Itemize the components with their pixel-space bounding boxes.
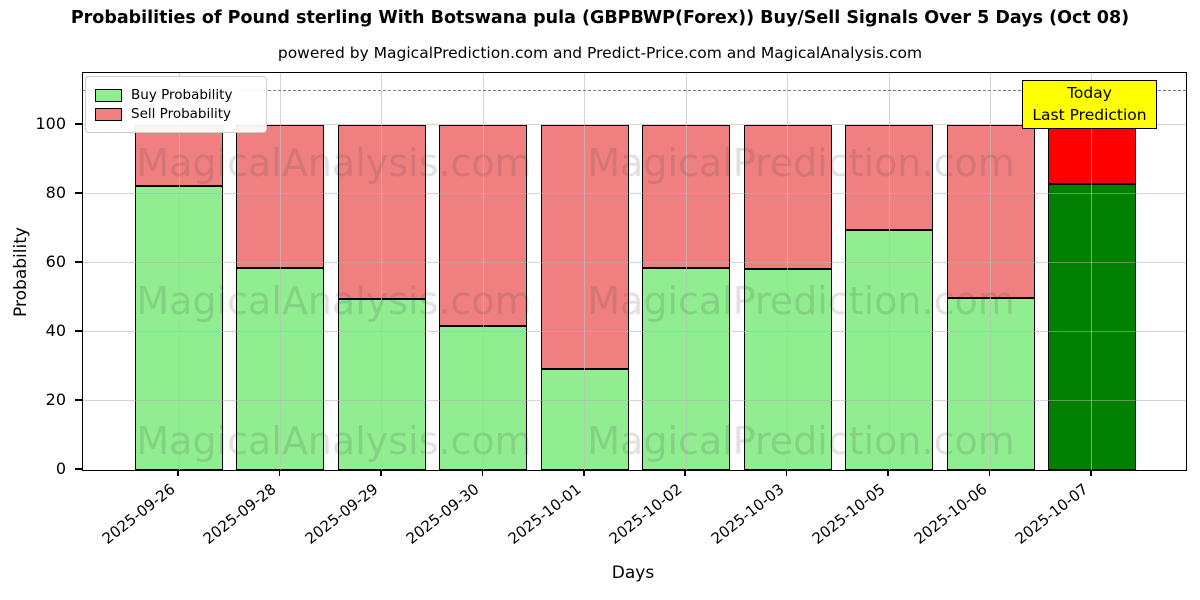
legend-label-buy: Buy Probability [131, 87, 233, 103]
grid-line-v [685, 73, 687, 470]
x-tick-mark [1090, 469, 1092, 476]
legend-item-sell: Sell Probability [95, 106, 257, 122]
x-tick-mark [177, 469, 179, 476]
x-tick-label: 2025-09-28 [200, 479, 280, 548]
today-annotation-line1: Today [1067, 83, 1112, 102]
x-tick-label: 2025-09-30 [403, 479, 483, 548]
grid-line-v [584, 73, 586, 470]
x-tick-mark [988, 469, 991, 476]
grid-line-h [83, 400, 1186, 402]
y-tick-label: 100 [35, 113, 66, 133]
grid-line-h [83, 262, 1186, 264]
grid-line-v [279, 73, 281, 470]
x-tick-mark [785, 469, 788, 476]
y-tick-mark [75, 122, 82, 125]
legend: Buy Probability Sell Probability [85, 76, 267, 133]
buy-swatch-icon [95, 88, 122, 102]
y-tick-mark [75, 399, 82, 401]
grid-line-v [1091, 73, 1093, 470]
today-annotation: Today Last Prediction [1022, 80, 1157, 129]
x-tick-label: 2025-10-06 [910, 479, 991, 548]
x-tick-label: 2025-10-05 [808, 479, 889, 548]
grid-line-v [381, 73, 383, 470]
x-tick-label: 2025-09-26 [98, 479, 179, 548]
y-tick-mark [75, 468, 82, 470]
sell-swatch-icon [95, 107, 122, 121]
y-tick-label: 80 [45, 182, 66, 202]
chart-subtitle: powered by MagicalPrediction.com and Pre… [277, 44, 923, 62]
x-tick-label: 2025-10-02 [605, 479, 686, 548]
grid-line-h [83, 193, 1186, 195]
grid-line-v [482, 73, 484, 470]
y-tick-label: 0 [55, 459, 66, 478]
y-tick-mark [75, 192, 82, 194]
x-tick-label: 2025-10-03 [707, 479, 788, 548]
x-tick-mark [380, 469, 382, 476]
x-tick-mark [481, 469, 484, 476]
x-tick-label: 2025-09-29 [301, 479, 382, 548]
today-annotation-line2: Last Prediction [1032, 105, 1147, 124]
y-axis-label: Probability [11, 227, 31, 317]
y-tick-label: 20 [45, 389, 66, 409]
chart-title: Probabilities of Pound sterling With Bot… [70, 8, 1130, 28]
legend-label-sell: Sell Probability [131, 106, 232, 122]
threshold-dashed-line [83, 90, 1186, 92]
y-tick-label: 60 [45, 251, 66, 271]
y-tick-mark [75, 330, 82, 332]
grid-line-h [83, 124, 1186, 126]
x-axis-label: Days [611, 563, 655, 583]
x-tick-label: 2025-10-07 [1011, 479, 1092, 548]
x-tick-mark [887, 469, 889, 476]
grid-line-v [888, 73, 890, 470]
y-tick-label: 40 [45, 320, 66, 340]
grid-line-h [83, 331, 1186, 333]
x-tick-mark [684, 469, 686, 476]
grid-line-v [990, 73, 992, 470]
x-tick-mark [278, 469, 281, 476]
y-tick-mark [75, 261, 82, 263]
legend-item-buy: Buy Probability [95, 87, 257, 103]
x-tick-mark [582, 469, 585, 476]
x-tick-label: 2025-10-01 [504, 479, 585, 548]
grid-line-v [178, 73, 180, 470]
grid-line-v [787, 73, 789, 470]
